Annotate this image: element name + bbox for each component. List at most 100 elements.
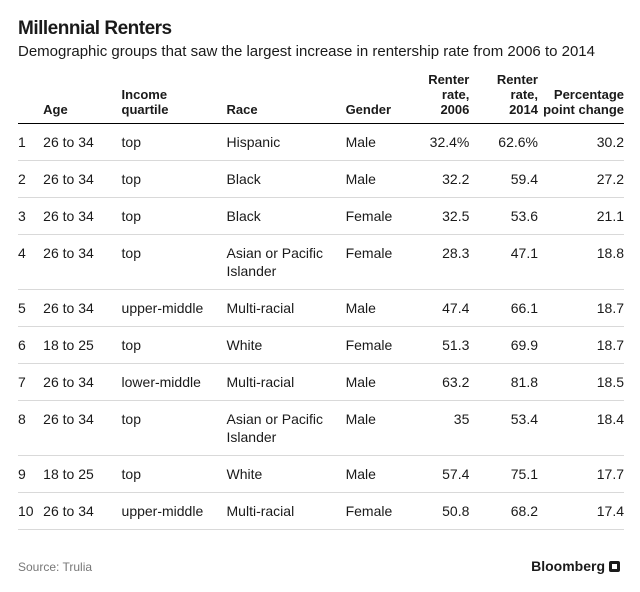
cell-gender: Male [345, 455, 405, 493]
cell-race: Asian or Pacific Islander [226, 234, 346, 290]
cell-income-quartile: top [121, 455, 227, 493]
cell-age: 26 to 34 [43, 492, 122, 530]
cell-percentage-point-change: 30.2 [538, 123, 624, 161]
cell-age: 26 to 34 [43, 197, 122, 235]
cell-income-quartile: upper-middle [121, 492, 227, 530]
table-row: 3 26 to 34 top Black Female 32.5 53.6 21.1 [18, 197, 624, 235]
cell-race: Hispanic [226, 123, 346, 161]
col-header-income-quartile-text: Income quartile [121, 87, 169, 117]
cell-percentage-point-change: 18.4 [538, 400, 624, 456]
header-row: Age Income quartile Race Gender Renter r… [18, 72, 624, 124]
col-header-renter-rate-2006-text: Renter rate, 2006 [428, 72, 470, 117]
cell-gender: Female [345, 326, 405, 364]
brand-name: Bloomberg [531, 558, 605, 574]
cell-percentage-point-change: 18.5 [538, 363, 624, 401]
cell-renter-rate-2006: 32.2 [404, 160, 470, 198]
cell-renter-rate-2014: 62.6% [469, 123, 538, 161]
table-row: 10 26 to 34 upper-middle Multi-racial Female… [18, 492, 624, 530]
cell-renter-rate-2014: 81.8 [469, 363, 538, 401]
cell-race: White [226, 455, 346, 493]
cell-rank: 8 [18, 400, 44, 456]
table-row: 6 18 to 25 top White Female 51.3 69.9 18.7 [18, 326, 624, 364]
col-header-percentage-point-change-text: Percentage point change [543, 87, 624, 117]
cell-race: Asian or Pacific Islander [226, 400, 346, 456]
cell-rank: 10 [18, 492, 44, 530]
cell-gender: Male [345, 400, 405, 456]
cell-age: 26 to 34 [43, 123, 122, 161]
cell-percentage-point-change: 27.2 [538, 160, 624, 198]
cell-race: Black [226, 197, 346, 235]
cell-age: 26 to 34 [43, 289, 122, 327]
col-header-renter-rate-2006: Renter rate, 2006 [405, 72, 470, 124]
col-header-index [18, 72, 43, 124]
cell-income-quartile: top [121, 160, 227, 198]
col-header-renter-rate-2014-text: Renter rate, 2014 [496, 72, 538, 117]
cell-renter-rate-2006: 63.2 [404, 363, 470, 401]
cell-income-quartile: lower-middle [121, 363, 227, 401]
cell-age: 26 to 34 [43, 160, 122, 198]
cell-rank: 1 [18, 123, 44, 161]
cell-age: 18 to 25 [43, 326, 122, 364]
cell-race: White [226, 326, 346, 364]
cell-renter-rate-2006: 32.5 [404, 197, 470, 235]
cell-renter-rate-2014: 66.1 [469, 289, 538, 327]
col-header-percentage-point-change: Percentage point change [538, 72, 624, 124]
table-header: Age Income quartile Race Gender Renter r… [18, 72, 624, 124]
col-header-income-quartile: Income quartile [122, 72, 227, 124]
cell-gender: Male [345, 363, 405, 401]
table-row: 1 26 to 34 top Hispanic Male 32.4% 62.6% 30.2 [18, 123, 624, 161]
cell-renter-rate-2014: 47.1 [469, 234, 538, 290]
cell-percentage-point-change: 18.7 [538, 326, 624, 364]
cell-income-quartile: top [121, 197, 227, 235]
table-row: 4 26 to 34 top Asian or Pacific Islander Fem… [18, 234, 624, 290]
cell-income-quartile: top [121, 234, 227, 290]
cell-renter-rate-2014: 53.6 [469, 197, 538, 235]
cell-renter-rate-2006: 47.4 [404, 289, 470, 327]
cell-renter-rate-2014: 68.2 [469, 492, 538, 530]
table-row: 7 26 to 34 lower-middle Multi-racial Male 63.… [18, 363, 624, 401]
cell-rank: 5 [18, 289, 44, 327]
renters-table: Age Income quartile Race Gender Renter r… [18, 72, 624, 530]
col-header-renter-rate-2014: Renter rate, 2014 [469, 72, 538, 124]
cell-race: Multi-racial [226, 289, 346, 327]
cell-percentage-point-change: 17.7 [538, 455, 624, 493]
cell-rank: 9 [18, 455, 44, 493]
cell-renter-rate-2014: 75.1 [469, 455, 538, 493]
cell-age: 26 to 34 [43, 363, 122, 401]
col-header-age: Age [43, 102, 68, 117]
cell-rank: 6 [18, 326, 44, 364]
table-row: 2 26 to 34 top Black Male 32.2 59.4 27.2 [18, 160, 624, 198]
cell-income-quartile: top [121, 400, 227, 456]
cell-renter-rate-2014: 59.4 [469, 160, 538, 198]
cell-rank: 4 [18, 234, 44, 290]
cell-renter-rate-2006: 57.4 [404, 455, 470, 493]
cell-race: Multi-racial [226, 492, 346, 530]
cell-income-quartile: top [121, 123, 227, 161]
cell-race: Multi-racial [226, 363, 346, 401]
chart-subtitle: Demographic groups that saw the largest … [18, 43, 595, 60]
cell-gender: Male [345, 123, 405, 161]
cell-gender: Male [345, 289, 405, 327]
col-header-gender: Gender [345, 102, 392, 117]
cell-renter-rate-2014: 69.9 [469, 326, 538, 364]
cell-rank: 2 [18, 160, 44, 198]
table-row: 9 18 to 25 top White Male 57.4 75.1 17.7 [18, 455, 624, 493]
cell-renter-rate-2006: 51.3 [404, 326, 470, 364]
cell-rank: 3 [18, 197, 44, 235]
col-header-race: Race [226, 102, 258, 117]
cell-renter-rate-2006: 50.8 [404, 492, 470, 530]
cell-income-quartile: upper-middle [121, 289, 227, 327]
cell-renter-rate-2006: 28.3 [404, 234, 470, 290]
cell-gender: Female [345, 234, 405, 290]
chart-title: Millennial Renters [18, 18, 172, 39]
cell-percentage-point-change: 21.1 [538, 197, 624, 235]
cell-age: 18 to 25 [43, 455, 122, 493]
cell-percentage-point-change: 17.4 [538, 492, 624, 530]
table-row: 8 26 to 34 top Asian or Pacific Islander Mal… [18, 400, 624, 456]
brand-logo: Bloomberg [531, 558, 620, 574]
cell-renter-rate-2006: 32.4% [404, 123, 470, 161]
cell-percentage-point-change: 18.8 [538, 234, 624, 290]
table-body: 1 26 to 34 top Hispanic Male 32.4% 62.6% 30.2 2 2… [18, 123, 624, 530]
cell-renter-rate-2006: 35 [404, 400, 470, 456]
source-note: Source: Trulia [18, 560, 93, 574]
